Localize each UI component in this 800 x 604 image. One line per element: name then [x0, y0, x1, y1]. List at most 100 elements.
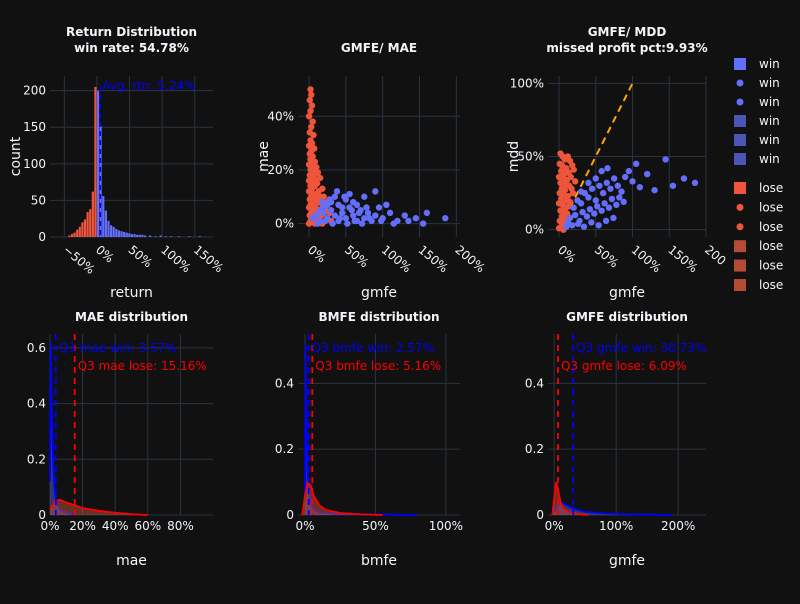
legend-label: win — [759, 114, 780, 128]
scatter-point-win — [621, 173, 629, 181]
scatter-point-lose — [308, 91, 315, 98]
legend-item-win: win — [734, 114, 780, 128]
x-tick-label: 80% — [167, 519, 194, 533]
histogram-bar-win — [133, 234, 136, 237]
scatter-point-win — [338, 209, 346, 217]
y-tick-label: 40% — [267, 109, 294, 123]
x-tick-label: 50% — [592, 243, 621, 271]
histogram-bar-win — [143, 235, 147, 237]
x-tick-label: 100% — [629, 243, 664, 276]
histogram-bar-lose — [91, 191, 94, 237]
x-tick-label: 0% — [93, 243, 117, 266]
x-tick-label: 200% — [452, 243, 487, 276]
scatter-point-win — [579, 208, 586, 216]
scatter-point-win — [585, 194, 592, 201]
scatter-point-win — [326, 196, 333, 203]
scatter-point-win — [364, 209, 372, 217]
histogram-bar-win — [123, 231, 126, 237]
scatter-point-win — [583, 213, 591, 220]
scatter-point-win — [588, 185, 596, 192]
scatter-point-win — [605, 204, 613, 211]
legend-swatch-square — [734, 259, 746, 272]
legend: win win win win win win lose lose lose lose lose lo… — [734, 57, 783, 292]
scatter-point-win — [601, 200, 608, 207]
subplot-4: 0 0.2 0.4 0.6 0% 20% 40% 60% 80% MAE distribution… — [27, 310, 213, 569]
q3-lose-annotation: Q3 gmfe lose: 6.09% — [561, 359, 687, 373]
x-tick-label: 150% — [665, 243, 700, 276]
histogram-bar-win — [198, 236, 201, 237]
scatter-point-win — [333, 188, 341, 195]
scatter-point-win — [644, 170, 651, 178]
legend-label: win — [759, 76, 780, 90]
legend-item-win: win — [736, 95, 780, 109]
scatter-point-win — [378, 217, 385, 225]
kde-area-win — [50, 342, 75, 515]
scatter-point-lose — [308, 102, 316, 109]
x-tick-label: 100% — [429, 519, 463, 533]
q3-win-annotation: Q3 mae win: 3.57% — [59, 341, 177, 355]
histogram-bar-win — [102, 196, 105, 237]
x-tick-label: 40% — [102, 519, 129, 533]
scatter-point-win — [361, 215, 368, 222]
subplot-subtitle: missed profit pct:9.93% — [546, 41, 707, 55]
subplot-title: GMFE/ MAE — [341, 41, 417, 55]
scatter-point-win — [613, 201, 620, 208]
legend-label: win — [759, 57, 780, 71]
scatter-point-win — [616, 194, 623, 201]
histogram-bar-win — [154, 236, 157, 237]
scatter-point-lose — [307, 107, 314, 115]
scatter-point-win — [629, 178, 636, 185]
scatter-point-win — [346, 190, 353, 198]
legend-item-win: win — [736, 76, 780, 90]
subplot-6: 0 0.2 0.4 0% 100% 200% GMFE distribution gmfe Q3… — [525, 310, 706, 569]
x-tick-label: 100% — [158, 243, 193, 276]
histogram-bar-win — [112, 226, 115, 237]
scatter-point-win — [577, 188, 585, 195]
scatter-point-lose — [310, 131, 317, 139]
histogram-bar-win — [96, 90, 100, 238]
subplot-title: Return Distribution — [66, 25, 197, 39]
scatter-point-win — [598, 167, 605, 175]
histogram-bar-win — [164, 236, 167, 237]
x-tick-label: 0% — [545, 519, 564, 533]
histogram-bar-win — [120, 231, 123, 237]
q3-lose-annotation: Q3 bmfe lose: 5.16% — [315, 359, 441, 373]
x-tick-label: 0% — [296, 519, 315, 533]
y-tick-label: 150 — [23, 120, 46, 134]
scatter-point-lose — [570, 166, 577, 173]
legend-swatch-dot — [736, 79, 744, 87]
scatter-point-lose — [571, 178, 579, 185]
scatter-point-win — [580, 223, 588, 230]
x-tick-label: 50% — [342, 243, 371, 271]
y-axis-label: count — [8, 136, 24, 176]
x-tick-label: 20% — [69, 519, 96, 533]
scatter-point-win — [610, 175, 618, 182]
scatter-point-win — [614, 182, 622, 189]
legend-label: lose — [759, 239, 783, 253]
legend-label: win — [759, 152, 780, 166]
y-tick-label: 0 — [286, 508, 294, 522]
scatter-point-win — [419, 220, 427, 227]
scatter-point-win — [351, 217, 358, 225]
histogram-bar-win — [109, 225, 113, 237]
legend-swatch-square — [734, 115, 746, 127]
histogram-bar-win — [177, 236, 180, 237]
legend-item-lose: lose — [734, 259, 783, 273]
scatter-point-win — [598, 207, 605, 214]
histogram-bar-lose — [86, 212, 89, 237]
scatter-point-win — [383, 201, 390, 208]
legend-swatch-square — [734, 182, 746, 194]
scatter-point-win — [348, 206, 355, 214]
scatter-point-win — [574, 220, 582, 228]
y-tick-label: 0% — [525, 223, 544, 237]
scatter-point-lose — [308, 123, 315, 131]
scatter-point-win — [586, 205, 594, 213]
y-tick-label: 0.2 — [275, 442, 294, 456]
kde-line-win — [553, 500, 672, 516]
scatter-point-win — [390, 220, 397, 227]
scatter-point-win — [353, 201, 361, 208]
y-tick-label: 0.4 — [275, 376, 294, 390]
scatter-point-win — [442, 215, 449, 222]
legend-label: lose — [759, 278, 783, 292]
